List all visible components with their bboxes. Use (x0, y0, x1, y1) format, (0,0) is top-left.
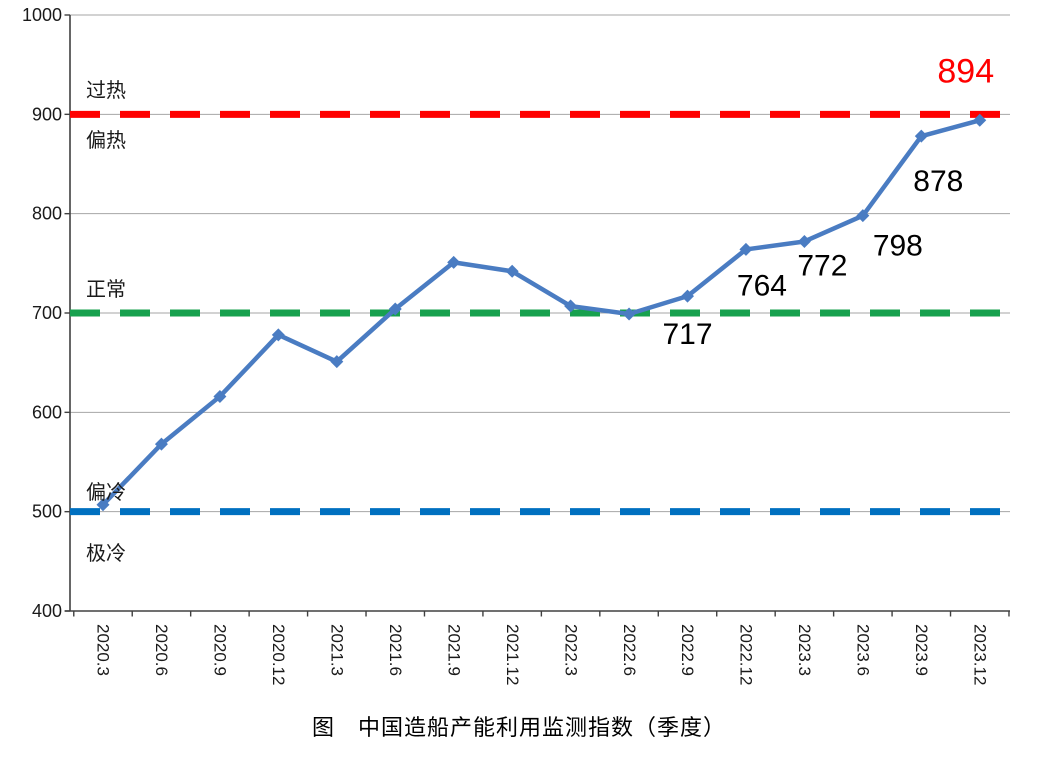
data-point-marker (797, 234, 811, 248)
x-axis-label: 2022.3 (561, 624, 580, 676)
x-axis-label: 2023.9 (912, 624, 931, 676)
x-axis-label: 2022.9 (678, 624, 697, 676)
data-point-marker (739, 242, 753, 256)
y-axis-label: 1000 (22, 5, 62, 25)
data-point-marker (388, 302, 402, 316)
x-axis-label: 2022.6 (620, 624, 639, 676)
data-point-label: 717 (662, 318, 712, 351)
zone-label: 正常 (86, 278, 126, 301)
data-point-label: 798 (873, 230, 923, 263)
data-point-label: 764 (737, 269, 787, 302)
data-point-label: 894 (937, 52, 994, 90)
chart-caption: 图 中国造船产能利用监测指数（季度） (311, 715, 726, 740)
x-axis-label: 2020.3 (94, 624, 113, 676)
x-axis-label: 2023.3 (795, 624, 814, 676)
y-axis-label: 800 (32, 204, 62, 224)
x-axis-label: 2021.6 (386, 624, 405, 676)
x-axis-label: 2020.6 (152, 624, 171, 676)
x-axis-label: 2020.9 (211, 624, 230, 676)
x-axis-label: 2020.12 (269, 624, 288, 685)
zone-label: 偏冷 (86, 481, 126, 504)
zone-label: 极冷 (86, 542, 126, 565)
zone-label: 偏热 (86, 129, 126, 152)
y-axis-label: 400 (32, 601, 62, 621)
data-point-marker (154, 437, 168, 451)
data-point-marker (914, 129, 928, 143)
data-point-marker (330, 355, 344, 369)
zone-label: 过热 (86, 79, 126, 102)
data-point-marker (505, 264, 519, 278)
x-axis-label: 2023.12 (970, 624, 989, 685)
data-point-label: 878 (913, 165, 963, 198)
data-point-marker (622, 307, 636, 321)
data-point-marker (973, 113, 987, 127)
x-axis-label: 2021.9 (444, 624, 463, 676)
data-point-label: 772 (797, 249, 847, 282)
data-point-marker (271, 328, 285, 342)
chart-canvas: 400 500 600 700 800 900 1000 2020.3 2020.6 2020.9… (22, 5, 1016, 685)
data-point-marker (564, 299, 578, 313)
data-point-marker (681, 289, 694, 303)
x-axis-label: 2021.3 (328, 624, 347, 676)
data-point-marker (856, 209, 870, 223)
x-axis-label: 2022.12 (737, 624, 756, 685)
series-line (100, 118, 982, 507)
y-axis-label: 500 (32, 502, 62, 522)
data-point-marker (213, 389, 227, 403)
y-axis-label: 600 (32, 402, 62, 422)
data-point-marker (447, 255, 461, 269)
y-axis-label: 700 (32, 303, 62, 323)
x-axis-label: 2023.6 (854, 624, 873, 676)
y-axis-label: 900 (32, 104, 62, 124)
data-point-marker (96, 498, 110, 512)
x-axis-label: 2021.12 (503, 624, 522, 685)
